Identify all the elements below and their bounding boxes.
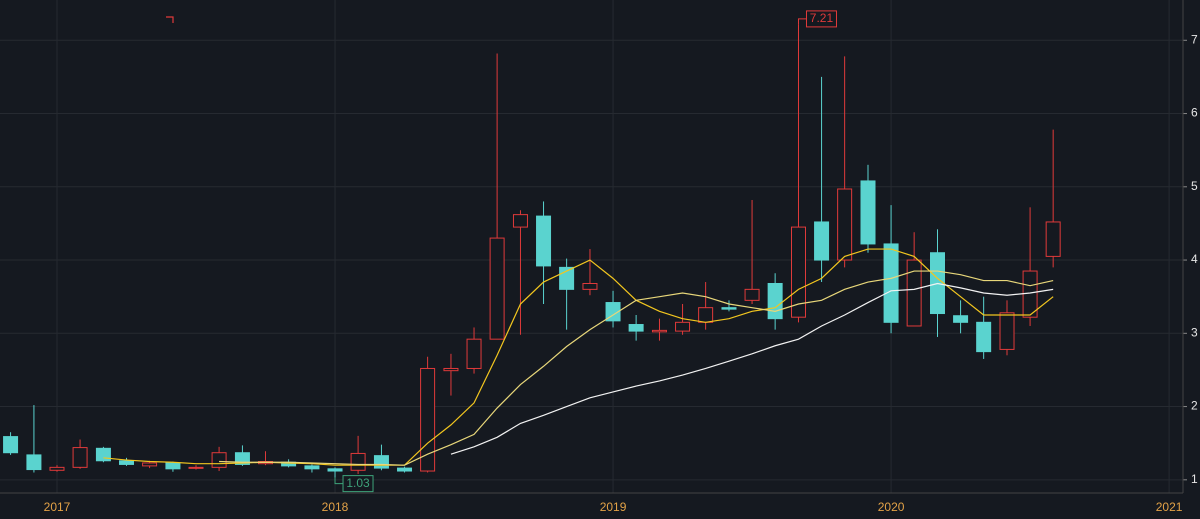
- x-tick-label: 2019: [600, 500, 627, 514]
- candle-body: [883, 243, 899, 323]
- candle-body: [976, 321, 992, 353]
- candle-body: [142, 462, 158, 467]
- min-label-box: [342, 475, 374, 493]
- candle-body: [72, 447, 88, 468]
- min-marker: [334, 477, 344, 485]
- candle-body: [119, 460, 135, 465]
- candle-body: [1022, 270, 1038, 318]
- y-tick-label: 2: [1191, 399, 1198, 413]
- candle-body: [605, 302, 621, 322]
- x-tick-label: 2021: [1156, 500, 1183, 514]
- candle-body: [837, 188, 853, 261]
- candle-body: [721, 307, 737, 310]
- candle-body: [536, 215, 552, 267]
- candle-body: [698, 307, 714, 323]
- candle-body: [420, 367, 436, 472]
- x-tick-label: 2020: [878, 500, 905, 514]
- candle-body: [906, 259, 922, 327]
- y-tick-label: 1: [1191, 472, 1198, 486]
- candle-body: [582, 282, 598, 290]
- max-marker: [797, 18, 807, 25]
- candle-body: [790, 226, 806, 318]
- x-tick-label: 2018: [322, 500, 349, 514]
- candle-body: [350, 452, 366, 471]
- candle-body: [443, 367, 459, 372]
- candle-body: [304, 465, 320, 470]
- candle-body: [234, 452, 250, 465]
- y-tick-label: 6: [1191, 106, 1198, 120]
- candle-body: [999, 312, 1015, 350]
- candle-body: [953, 315, 969, 323]
- marker: [166, 16, 174, 23]
- y-tick-label: 3: [1191, 325, 1198, 339]
- moving-average-line: [219, 270, 1054, 466]
- moving-average-line: [450, 282, 1054, 455]
- candle-body: [512, 214, 528, 228]
- candle-body: [651, 329, 667, 333]
- candle-body: [49, 466, 65, 471]
- min-label: 1.03: [346, 476, 370, 490]
- candle-body: [860, 180, 876, 245]
- candle-body: [466, 338, 482, 369]
- candle-body: [327, 468, 343, 472]
- candle-body: [767, 282, 783, 320]
- candle-body: [397, 467, 413, 472]
- x-tick-label: 2017: [44, 500, 71, 514]
- candle-body: [744, 288, 760, 301]
- max-label-box: [805, 10, 837, 28]
- candle-body: [373, 455, 389, 469]
- candle-body: [628, 324, 644, 332]
- candle-body: [3, 436, 19, 454]
- candle-body: [188, 466, 204, 469]
- candle-body: [489, 237, 505, 340]
- candle-body: [1045, 221, 1061, 257]
- candle-body: [211, 452, 227, 468]
- candle-body: [814, 221, 830, 261]
- candle-body: [675, 321, 691, 332]
- max-label: 7.21: [810, 11, 834, 25]
- candle-body: [165, 462, 181, 470]
- y-tick-label: 7: [1191, 32, 1198, 46]
- candle-body: [26, 454, 42, 471]
- y-tick-label: 4: [1191, 252, 1198, 266]
- y-tick-label: 5: [1191, 179, 1198, 193]
